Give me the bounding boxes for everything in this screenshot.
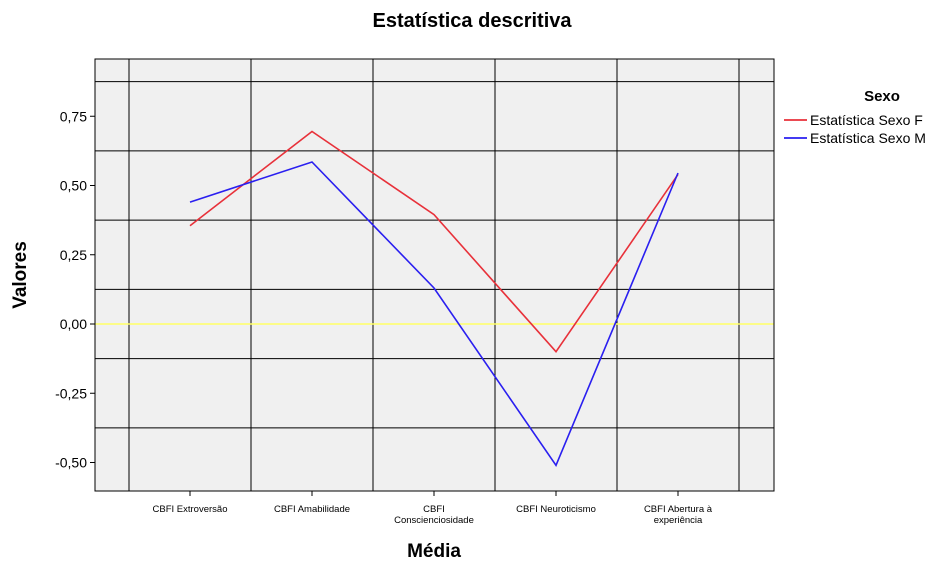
x-axis-ticks: CBFI Extroversão CBFI Amabilidade CBFI Cons… — [153, 491, 713, 526]
y-axis-title: Valores — [10, 241, 31, 309]
legend-label: Estatística Sexo F — [810, 112, 923, 128]
x-tick-label: CBFI Amabilidade — [274, 504, 350, 515]
legend-label: Estatística Sexo M — [810, 130, 926, 146]
y-tick-label: 0,25 — [60, 247, 87, 263]
y-axis-ticks: 0,75 0,50 0,25 0,00 -0,25 -0,50 — [55, 108, 95, 471]
x-tick-label: CBFI Extroversão — [153, 504, 228, 515]
x-tick-label: CBFI Neuroticismo — [516, 504, 596, 515]
series-line-1 — [189, 130, 679, 353]
series-line-2 — [189, 161, 679, 467]
x-tick-label-line: CBFI Neuroticismo — [516, 504, 596, 515]
x-tick-label-line: CBFI — [423, 504, 445, 515]
x-axis-title: Média — [407, 541, 461, 562]
x-tick-label-line: CBFI Amabilidade — [274, 504, 350, 515]
legend: Sexo Estatística Sexo F Estatística Sexo M — [784, 88, 926, 146]
x-tick-label-line: CBFI Abertura à — [644, 504, 713, 515]
y-tick-label: 0,50 — [60, 178, 87, 194]
x-tick-label-line: CBFI Extroversão — [153, 504, 228, 515]
legend-title: Sexo — [864, 88, 900, 105]
plot-area — [95, 59, 774, 491]
y-tick-label: -0,25 — [55, 385, 87, 401]
x-tick-label: CBFI Conscienciosidade — [394, 504, 474, 526]
x-tick-label-line: experiência — [654, 515, 703, 526]
x-tick-label: CBFI Abertura à experiência — [644, 504, 713, 526]
gridlines — [95, 59, 774, 491]
chart-title: Estatística descritiva — [373, 10, 573, 32]
y-tick-label: 0,75 — [60, 108, 87, 124]
series-lines — [189, 130, 679, 467]
x-tick-label-line: Conscienciosidade — [394, 515, 474, 526]
y-tick-label: -0,50 — [55, 455, 87, 471]
y-tick-label: 0,00 — [60, 316, 87, 332]
